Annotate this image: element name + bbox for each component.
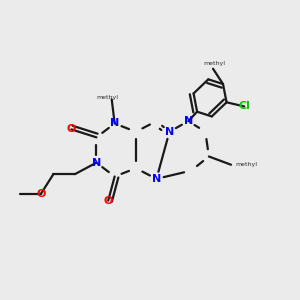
Text: N: N: [152, 174, 161, 184]
Text: methyl: methyl: [203, 61, 226, 66]
Text: N: N: [165, 127, 174, 137]
Text: methyl: methyl: [96, 95, 118, 101]
Text: Cl: Cl: [238, 101, 250, 111]
Text: O: O: [36, 189, 46, 199]
Text: N: N: [184, 116, 193, 126]
Text: methyl: methyl: [236, 162, 257, 167]
Text: O: O: [67, 124, 76, 134]
Text: O: O: [103, 196, 113, 206]
Text: N: N: [92, 158, 101, 168]
Text: N: N: [110, 118, 119, 128]
